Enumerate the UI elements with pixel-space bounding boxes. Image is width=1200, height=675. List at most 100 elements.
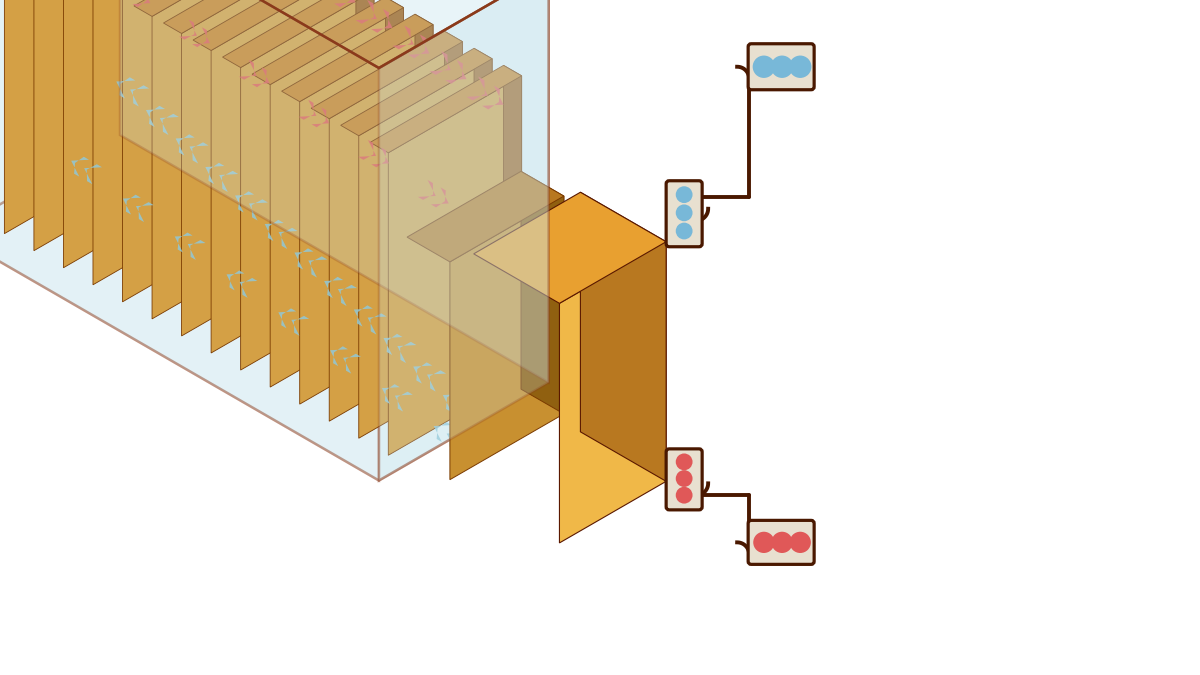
Circle shape [754, 532, 774, 553]
Polygon shape [359, 140, 376, 160]
Polygon shape [120, 0, 548, 383]
Polygon shape [444, 31, 462, 344]
Polygon shape [5, 0, 138, 234]
Polygon shape [84, 164, 102, 184]
Polygon shape [397, 342, 416, 363]
Polygon shape [116, 78, 136, 99]
Polygon shape [120, 0, 548, 383]
Polygon shape [239, 60, 257, 80]
Polygon shape [334, 0, 355, 7]
Polygon shape [418, 180, 436, 200]
Polygon shape [457, 399, 476, 420]
Polygon shape [491, 227, 509, 248]
Polygon shape [395, 392, 413, 412]
Polygon shape [356, 0, 374, 293]
Polygon shape [130, 85, 149, 107]
Polygon shape [252, 0, 403, 84]
Polygon shape [299, 100, 317, 119]
Polygon shape [355, 0, 377, 24]
Polygon shape [392, 26, 414, 49]
Polygon shape [294, 248, 313, 269]
Polygon shape [240, 278, 257, 298]
Polygon shape [581, 192, 666, 481]
Circle shape [676, 470, 692, 487]
FancyBboxPatch shape [666, 449, 702, 510]
Polygon shape [371, 9, 392, 32]
Polygon shape [160, 114, 179, 135]
Polygon shape [175, 233, 193, 252]
Polygon shape [371, 147, 389, 167]
Polygon shape [270, 7, 403, 387]
Polygon shape [252, 68, 270, 87]
Polygon shape [190, 142, 209, 163]
Polygon shape [146, 106, 166, 127]
Polygon shape [474, 192, 666, 303]
Polygon shape [227, 271, 245, 290]
Polygon shape [175, 134, 194, 155]
Polygon shape [474, 49, 492, 361]
Polygon shape [415, 14, 433, 327]
Polygon shape [192, 27, 210, 47]
Polygon shape [504, 65, 522, 378]
FancyBboxPatch shape [748, 520, 814, 564]
Polygon shape [152, 0, 286, 319]
Polygon shape [34, 0, 167, 250]
Polygon shape [407, 171, 564, 262]
Polygon shape [343, 354, 361, 374]
Polygon shape [341, 49, 492, 136]
Circle shape [676, 454, 692, 470]
Polygon shape [443, 391, 462, 412]
Circle shape [752, 55, 775, 78]
Polygon shape [521, 171, 564, 414]
Polygon shape [385, 0, 403, 310]
Polygon shape [163, 0, 314, 34]
Polygon shape [430, 51, 451, 75]
Polygon shape [467, 76, 488, 101]
Polygon shape [0, 0, 379, 481]
Polygon shape [179, 0, 197, 191]
Polygon shape [408, 34, 430, 58]
Polygon shape [559, 242, 666, 543]
Polygon shape [359, 59, 492, 438]
Polygon shape [427, 371, 446, 392]
Polygon shape [482, 86, 504, 109]
Polygon shape [292, 316, 310, 335]
Polygon shape [311, 31, 462, 119]
Polygon shape [211, 0, 344, 353]
Circle shape [772, 532, 793, 553]
Polygon shape [446, 429, 464, 450]
Polygon shape [308, 256, 328, 277]
Polygon shape [193, 0, 344, 51]
Polygon shape [132, 0, 150, 7]
Circle shape [790, 532, 811, 553]
Polygon shape [389, 76, 522, 456]
Polygon shape [329, 42, 462, 421]
Polygon shape [0, 135, 548, 481]
Polygon shape [367, 313, 386, 335]
Polygon shape [235, 191, 254, 213]
Circle shape [676, 223, 692, 240]
Polygon shape [241, 0, 374, 370]
Polygon shape [300, 25, 433, 404]
Polygon shape [248, 199, 268, 221]
Circle shape [770, 55, 793, 78]
Polygon shape [122, 194, 140, 215]
Polygon shape [278, 228, 298, 249]
Circle shape [676, 186, 692, 203]
Polygon shape [238, 0, 256, 225]
Polygon shape [71, 157, 89, 177]
Polygon shape [187, 240, 205, 260]
Polygon shape [445, 60, 467, 84]
Polygon shape [181, 0, 314, 336]
Polygon shape [312, 107, 329, 128]
Polygon shape [450, 196, 564, 480]
Polygon shape [324, 277, 343, 298]
Polygon shape [431, 188, 449, 207]
Polygon shape [413, 362, 432, 383]
Polygon shape [64, 0, 197, 268]
Polygon shape [384, 334, 402, 355]
Polygon shape [278, 308, 296, 328]
Polygon shape [370, 65, 522, 153]
Polygon shape [354, 305, 373, 327]
FancyBboxPatch shape [666, 181, 702, 247]
